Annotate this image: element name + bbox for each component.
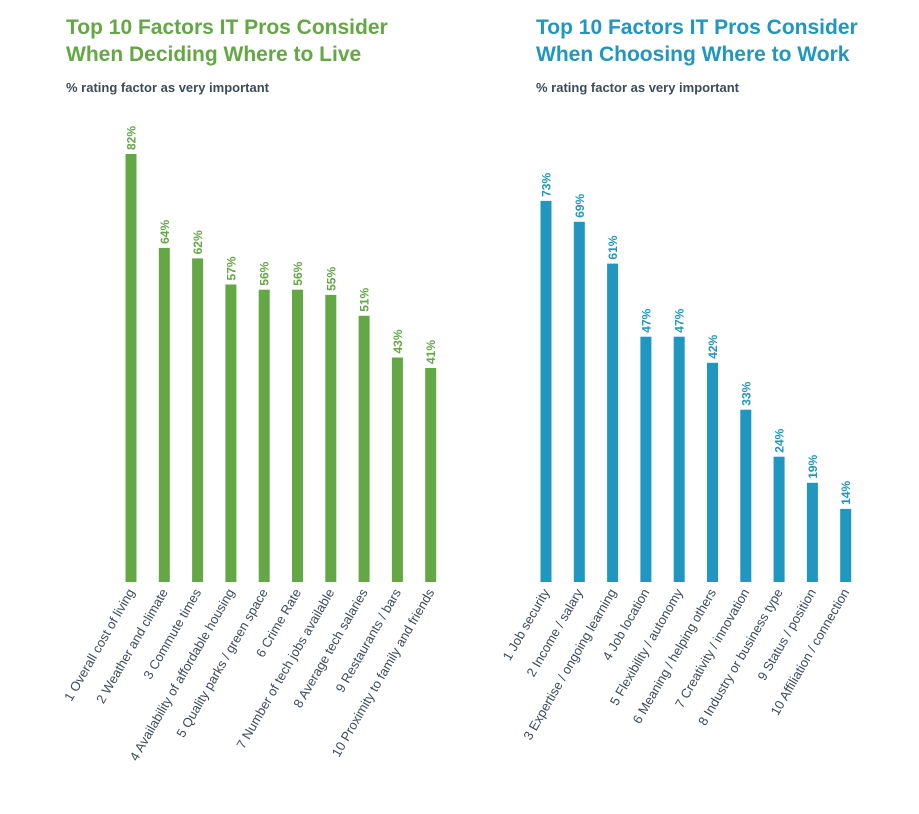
live-bar-1 — [125, 154, 137, 582]
live-value-label-3: 62% — [191, 230, 205, 254]
live-bar-8 — [358, 315, 370, 582]
live-bar-3 — [192, 258, 204, 582]
live-bar-6 — [292, 289, 303, 582]
work-value-label-8: 24% — [773, 428, 787, 452]
live-bar-10 — [425, 368, 437, 582]
work-bar-5 — [673, 336, 685, 582]
live-chart-title-line1: Top 10 Factors IT Pros Consider — [66, 16, 388, 39]
live-value-label-1: 82% — [125, 126, 139, 150]
live-value-label-2: 64% — [158, 220, 172, 244]
live-value-label-6: 56% — [291, 261, 305, 285]
work-chart-subtitle: % rating factor as very important — [536, 80, 739, 95]
work-bar-4 — [640, 336, 652, 582]
work-value-label-6: 42% — [706, 334, 720, 358]
live-value-label-7: 55% — [324, 267, 338, 291]
work-value-label-9: 19% — [806, 454, 820, 478]
work-bar-8 — [773, 456, 785, 582]
live-chart-title-line2: When Deciding Where to Live — [66, 43, 362, 66]
work-chart-title-line1: Top 10 Factors IT Pros Consider — [536, 16, 858, 39]
work-value-label-3: 61% — [606, 235, 620, 259]
work-chart-title: Top 10 Factors IT Pros Consider When Cho… — [536, 14, 858, 68]
live-bar-2 — [158, 247, 170, 582]
work-bar-10 — [840, 508, 852, 582]
live-chart-subtitle: % rating factor as very important — [66, 80, 269, 95]
work-value-label-5: 47% — [673, 308, 687, 332]
work-value-label-1: 73% — [540, 173, 554, 197]
work-bar-1 — [540, 200, 552, 582]
work-value-label-4: 47% — [639, 308, 653, 332]
work-bar-2 — [573, 221, 585, 583]
work-value-label-7: 33% — [739, 381, 753, 405]
live-value-label-9: 43% — [391, 329, 405, 353]
work-bar-3 — [607, 263, 619, 582]
work-value-label-10: 14% — [839, 481, 853, 505]
live-bar-7 — [325, 294, 337, 582]
work-chart-title-line2: When Choosing Where to Work — [536, 43, 850, 66]
live-factors-panel: Top 10 Factors IT Pros Consider When Dec… — [0, 0, 440, 814]
work-factors-panel: Top 10 Factors IT Pros Consider When Cho… — [470, 0, 910, 814]
work-value-label-2: 69% — [573, 193, 587, 217]
work-bar-7 — [740, 409, 752, 582]
live-value-label-10: 41% — [424, 340, 438, 364]
live-bar-5 — [258, 289, 270, 582]
live-value-label-4: 57% — [224, 256, 238, 280]
work-bar-6 — [707, 362, 718, 582]
live-chart-title: Top 10 Factors IT Pros Consider When Dec… — [66, 14, 388, 68]
live-value-label-5: 56% — [258, 261, 272, 285]
work-bar-9 — [806, 482, 818, 582]
live-bar-9 — [391, 357, 403, 582]
live-bar-4 — [225, 284, 237, 582]
live-value-label-8: 51% — [358, 287, 372, 311]
